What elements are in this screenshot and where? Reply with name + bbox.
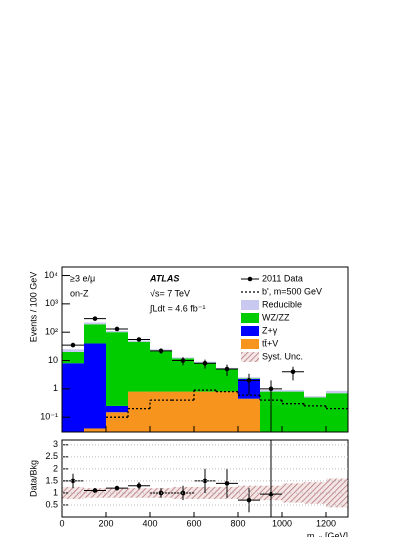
data-point <box>225 367 230 372</box>
ratio-y-tick-label: 1.5 <box>45 475 58 485</box>
legend-label: 2011 Data <box>262 273 303 283</box>
legend-label: tt̄+V <box>262 338 278 348</box>
bar-segment <box>238 399 260 437</box>
data-point <box>291 369 296 374</box>
bar-segment <box>128 392 150 437</box>
legend-swatch <box>241 352 259 362</box>
legend-label: Z+γ <box>262 325 278 335</box>
legend-label: Syst. Unc. <box>262 351 303 361</box>
legend-label: b', m=500 GeV <box>262 286 322 296</box>
ratio-y-tick-label: 3 <box>53 439 58 449</box>
bar-segment <box>106 412 128 437</box>
bar-segment <box>62 352 84 363</box>
data-point <box>137 337 142 342</box>
y-tick-label: 10² <box>45 327 58 337</box>
bar-segment <box>106 332 128 406</box>
annotation: ≥3 e/μ <box>70 273 95 283</box>
bar-segment <box>194 392 216 437</box>
bar-segment <box>106 406 128 412</box>
annotation: on-Z <box>70 288 89 298</box>
bar-segment <box>282 390 304 391</box>
data-point <box>203 361 208 366</box>
ratio-point <box>115 486 120 491</box>
x-axis-title-part: [GeV] <box>325 531 348 537</box>
bar-segment <box>282 392 304 437</box>
legend-label: Reducible <box>262 299 302 309</box>
x-axis-title-part: m <box>307 531 315 537</box>
data-point <box>247 378 252 383</box>
ratio-y-tick-label: 2.5 <box>45 451 58 461</box>
legend-data-marker <box>248 277 253 282</box>
data-point <box>181 358 186 363</box>
bar-segment <box>84 428 106 437</box>
bar-segment <box>84 324 106 343</box>
y-tick-label: 10⁻¹ <box>40 412 58 422</box>
main-plot <box>62 316 348 437</box>
legend-swatch <box>241 339 259 349</box>
annotation: ∫Ldt = 4.6 fb⁻¹ <box>149 303 206 313</box>
x-tick-label: 1200 <box>316 518 336 528</box>
bar-segment <box>62 363 84 437</box>
bar-segment <box>84 322 106 324</box>
y-tick-label: 10³ <box>45 298 58 308</box>
bar-segment <box>304 397 326 437</box>
ratio-point <box>247 498 252 503</box>
annotation: √s= 7 TeV <box>150 288 190 298</box>
ratio-y-tick-label: 2 <box>53 463 58 473</box>
data-point <box>93 316 98 321</box>
annotation: ATLAS <box>149 273 179 283</box>
x-tick-label: 800 <box>230 518 245 528</box>
bar-segment <box>84 343 106 428</box>
bar-segment <box>216 392 238 437</box>
data-point <box>269 387 274 392</box>
y-axis-title: Events / 100 GeV <box>28 272 38 343</box>
legend-swatch <box>241 313 259 323</box>
ratio-y-tick-label: 1 <box>53 487 58 497</box>
x-tick-label: 600 <box>186 518 201 528</box>
x-tick-label: 1000 <box>272 518 292 528</box>
data-point <box>159 349 164 354</box>
x-tick-label: 400 <box>142 518 157 528</box>
y-tick-label: 1 <box>53 383 58 393</box>
x-axis-title: meff[GeV] <box>307 531 348 537</box>
data-point <box>71 343 76 348</box>
y-tick-label: 10 <box>48 355 58 365</box>
bar-segment <box>326 391 348 393</box>
y-tick-label: 10⁴ <box>44 270 58 280</box>
ratio-y-axis-title: Data/Bkg <box>28 460 38 497</box>
bar-segment <box>304 396 326 397</box>
bar-segment <box>150 392 172 437</box>
ratio-point <box>93 488 98 493</box>
ratio-point <box>225 481 230 486</box>
data-point <box>115 327 120 332</box>
legend-swatch <box>241 326 259 336</box>
ratio-point <box>137 483 142 488</box>
x-tick-label: 0 <box>59 518 64 528</box>
ratio-y-tick-label: 0.5 <box>45 499 58 509</box>
legend-swatch <box>241 300 259 310</box>
x-tick-label: 200 <box>98 518 113 528</box>
bar-segment <box>172 392 194 437</box>
bar-segment <box>326 393 348 437</box>
bar-segment <box>128 342 150 392</box>
bar-segment <box>62 349 84 352</box>
legend-label: WZ/ZZ <box>262 312 290 322</box>
bar-segment <box>150 350 172 391</box>
